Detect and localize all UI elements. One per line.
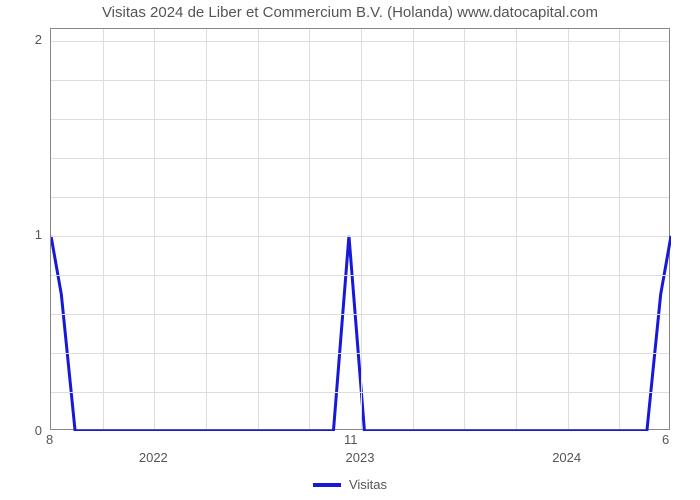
data-point-label: 8 [46,432,53,447]
gridline-horizontal-minor [51,197,669,198]
data-point-label: 6 [662,432,669,447]
legend-swatch [313,483,341,487]
gridline-horizontal-minor [51,314,669,315]
gridline-vertical [361,29,362,429]
gridline-vertical [568,29,569,429]
gridline-vertical [258,29,259,429]
gridline-vertical [309,29,310,429]
gridline-horizontal-minor [51,119,669,120]
chart-container: Visitas 2024 de Liber et Commercium B.V.… [0,0,700,500]
gridline-horizontal-minor [51,275,669,276]
plot-area [50,28,670,430]
gridline-vertical [619,29,620,429]
y-tick-label: 0 [0,423,42,438]
chart-title: Visitas 2024 de Liber et Commercium B.V.… [0,4,700,21]
gridline-horizontal-minor [51,158,669,159]
y-tick-label: 1 [0,227,42,242]
data-point-label: 11 [344,432,358,447]
gridline-vertical [464,29,465,429]
gridline-horizontal-minor [51,392,669,393]
gridline-horizontal-minor [51,353,669,354]
gridline-vertical [206,29,207,429]
gridline-horizontal [51,41,669,42]
y-tick-label: 2 [0,32,42,47]
x-axis-label: 2022 [139,450,168,465]
gridline-horizontal [51,236,669,237]
gridline-vertical [154,29,155,429]
gridline-vertical [413,29,414,429]
gridline-horizontal-minor [51,80,669,81]
gridline-vertical [516,29,517,429]
legend-label: Visitas [349,477,387,492]
x-axis-label: 2024 [552,450,581,465]
legend: Visitas [0,477,700,492]
gridline-vertical [103,29,104,429]
x-axis-label: 2023 [346,450,375,465]
